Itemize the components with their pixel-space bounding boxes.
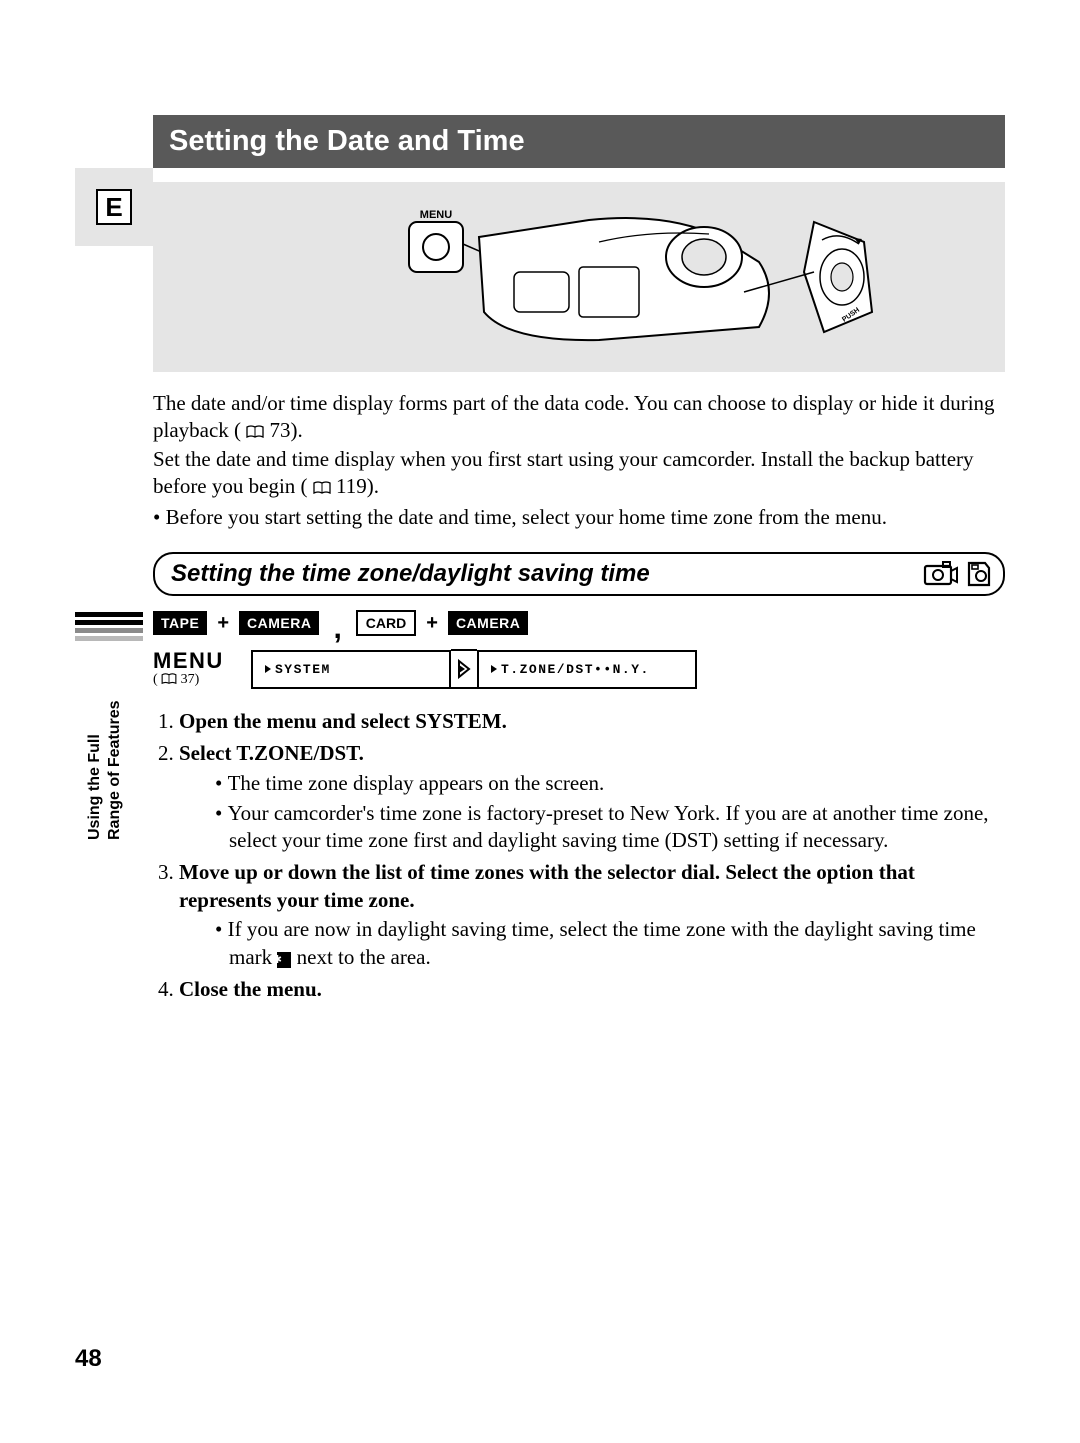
language-code: E: [96, 189, 132, 225]
step-3: Move up or down the list of time zones w…: [179, 859, 1005, 972]
mode-icons: [923, 560, 993, 588]
language-indicator-box: E: [75, 168, 153, 246]
subsection-header: Setting the time zone/daylight saving ti…: [153, 552, 1005, 596]
page-title: Setting the Date and Time: [153, 115, 1005, 168]
menu-button-label: MENU: [420, 209, 452, 221]
camera-mode-icon: [923, 560, 959, 588]
step-1: Open the menu and select SYSTEM.: [179, 708, 1005, 736]
menu-path-separator: [451, 649, 477, 689]
step-4: Close the menu.: [179, 976, 1005, 1004]
camera-chip: CAMERA: [448, 611, 528, 635]
plus-icon: +: [215, 612, 231, 635]
page-number: 48: [75, 1345, 102, 1373]
subsection-title: Setting the time zone/daylight saving ti…: [171, 560, 650, 588]
menu-path-row: MENU ( 37) SYSTEM T.ZONE/DST••N.Y.: [153, 648, 1005, 690]
menu-box-system: SYSTEM: [251, 650, 451, 689]
step-2: Select T.ZONE/DST. • The time zone displ…: [179, 740, 1005, 855]
instruction-steps: Open the menu and select SYSTEM. Select …: [153, 708, 1005, 1003]
intro-text: The date and/or time display forms part …: [153, 390, 1005, 530]
plus-icon: +: [424, 612, 440, 635]
menu-page-ref: ( 37): [153, 672, 251, 690]
section-side-label: Using the FullRange of Features: [85, 700, 125, 840]
menu-box-tzone: T.ZONE/DST••N.Y.: [477, 650, 697, 689]
section-indicator-bars: [75, 612, 143, 644]
tape-chip: TAPE: [153, 611, 207, 635]
book-icon: [246, 419, 264, 446]
card-chip: CARD: [356, 610, 416, 636]
card-mode-icon: [963, 560, 993, 588]
camcorder-illustration: MENU PUSH: [153, 182, 1005, 372]
book-icon: [313, 475, 331, 502]
camera-chip: CAMERA: [239, 611, 319, 635]
dst-mark-icon: ✱: [277, 952, 291, 968]
mode-selector-row: TAPE + CAMERA , CARD + CAMERA: [153, 610, 1005, 636]
menu-word: MENU: [153, 648, 251, 674]
separator-comma: ,: [327, 621, 347, 636]
